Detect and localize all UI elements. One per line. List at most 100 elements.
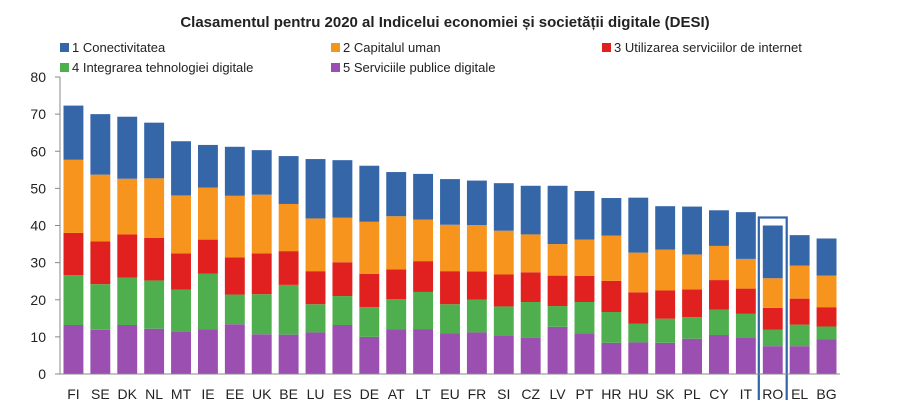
bar-segment (762, 278, 783, 308)
legend-label-capitalul-uman: 2 Capitalul uman (343, 40, 441, 55)
bar-segment (520, 185, 541, 235)
y-tick-label: 30 (30, 255, 46, 271)
chart-title: Clasamentul pentru 2020 al Indicelui eco… (180, 14, 709, 31)
bar-stack-sk (655, 206, 676, 374)
x-tick-label: DE (360, 386, 379, 400)
bar-segment (709, 280, 729, 310)
bar-stack-lt (413, 173, 434, 374)
bar-segment (601, 198, 622, 236)
bar-segment (466, 225, 487, 272)
bar-segment (440, 333, 460, 374)
bar-segment (547, 275, 568, 307)
y-tick-label: 20 (30, 292, 46, 308)
bar-segment (359, 307, 380, 337)
bar-segment (601, 312, 622, 343)
bar-segment (655, 206, 676, 250)
x-tick-label: AT (388, 386, 405, 400)
bar-segment (520, 337, 541, 374)
bar-segment (628, 197, 649, 253)
bar-segment (709, 335, 729, 374)
bar-segment (251, 150, 272, 195)
x-tick-label: MT (171, 386, 192, 400)
x-tick-label: LU (307, 386, 325, 400)
bar-segment (762, 307, 783, 330)
bar-segment (816, 275, 837, 308)
bar-segment (117, 277, 138, 325)
bar-segment (278, 156, 299, 204)
bar-segment (332, 296, 353, 325)
x-tick-label: PL (684, 386, 701, 400)
x-tick-label: CZ (521, 386, 540, 400)
bar-segment (224, 195, 245, 258)
bar-segment (466, 271, 487, 300)
bar-segment (63, 105, 84, 160)
bar-segment (816, 307, 837, 327)
x-tick-label: DK (118, 386, 138, 400)
bar-segment (682, 206, 703, 255)
bar-segment (440, 271, 460, 305)
bar-segment (735, 212, 756, 259)
bar-segment (709, 309, 729, 336)
bar-segment (440, 224, 460, 272)
x-tick-label: CY (709, 386, 729, 400)
bar-segment (386, 216, 407, 270)
legend-label-utilizarea-internet: 3 Utilizarea serviciilor de internet (614, 40, 802, 55)
bar-stack-fr (466, 180, 487, 374)
bar-segment (90, 329, 111, 374)
bar-segment (655, 290, 676, 319)
bar-segment (628, 292, 649, 324)
bar-segment (574, 239, 595, 276)
bar-segment (63, 325, 84, 374)
x-tick-label: IE (201, 386, 214, 400)
x-tick-label: EE (225, 386, 244, 400)
x-tick-label: LV (550, 386, 567, 400)
bar-segment (628, 323, 649, 343)
bar-segment (197, 239, 218, 274)
bar-stack-eu (440, 179, 460, 374)
bar-segment (413, 219, 434, 262)
bar-stack-at (386, 172, 407, 374)
bar-segment (117, 178, 138, 235)
bar-segment (90, 174, 111, 242)
bar-segment (386, 269, 407, 300)
bar-segment (171, 331, 191, 374)
bar-segment (655, 249, 676, 291)
bar-segment (144, 280, 165, 329)
bar-segment (601, 342, 622, 374)
bar-segment (789, 298, 810, 325)
legend-label-integrarea-tehnologiei: 4 Integrarea tehnologiei digitale (72, 60, 253, 75)
bar-segment (789, 235, 810, 266)
legend-label-servicii-publice: 5 Serviciile publice digitale (343, 60, 495, 75)
y-tick-label: 60 (30, 143, 46, 159)
bar-segment (171, 253, 191, 290)
bar-segment (278, 203, 299, 252)
bar-segment (493, 183, 514, 231)
bar-segment (144, 122, 165, 179)
bar-stack-el (789, 235, 810, 374)
bar-segment (386, 329, 407, 374)
x-tick-label: SI (497, 386, 510, 400)
bar-segment (735, 258, 756, 289)
y-axis: 0 10 20 30 40 50 60 70 80 (30, 69, 61, 382)
bar-segment (171, 195, 191, 254)
bar-segment (440, 179, 460, 225)
bar-segment (574, 301, 595, 334)
legend-swatch-integrarea-tehnologiei (60, 63, 69, 72)
bar-segment (682, 317, 703, 339)
bar-segment (413, 173, 434, 220)
bar-segment (735, 313, 756, 338)
bar-segment (520, 301, 541, 338)
bar-segment (816, 339, 837, 374)
bar-segment (90, 284, 111, 330)
bars (63, 105, 837, 400)
bar-segment (305, 304, 326, 333)
bar-segment (224, 146, 245, 196)
bar-segment (117, 325, 138, 374)
bar-stack-cy (709, 210, 729, 374)
bar-segment (63, 232, 84, 276)
bar-segment (789, 265, 810, 299)
bar-segment (144, 328, 165, 374)
bar-segment (682, 289, 703, 318)
x-tick-label: EU (440, 386, 459, 400)
bar-stack-mt (171, 141, 191, 374)
